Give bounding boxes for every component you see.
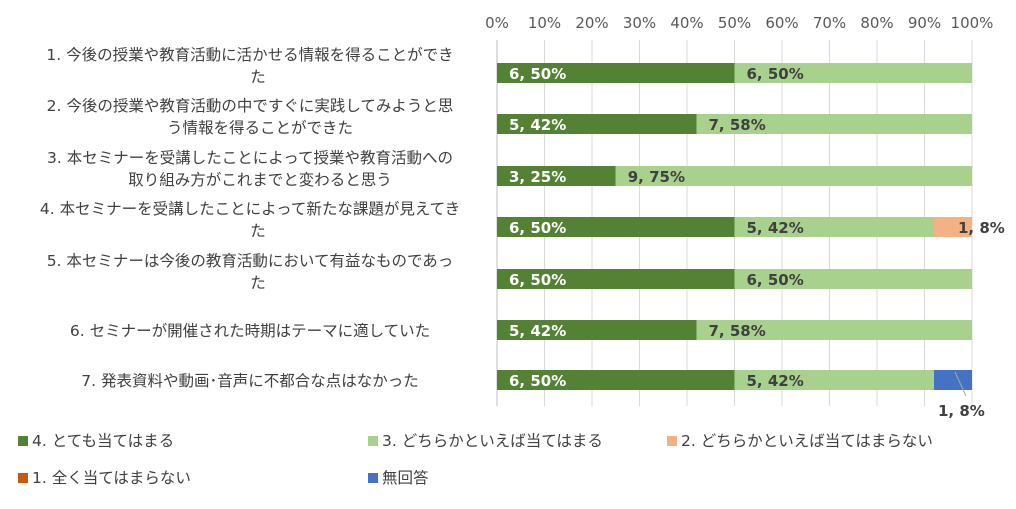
legend-swatch — [667, 436, 677, 446]
x-tick-label: 40% — [670, 14, 703, 32]
data-label: 7, 58% — [709, 322, 766, 340]
data-label: 1, 8% — [958, 219, 1005, 237]
bar-segment — [497, 63, 735, 83]
bar-segment — [497, 320, 697, 340]
category-label: 3. 本セミナーを受講したことによって授業や教育活動への — [47, 149, 453, 167]
category-label: 7. 発表資料や動画･音声に不都合な点はなかった — [81, 372, 418, 390]
x-tick-label: 0% — [485, 14, 509, 32]
legend-swatch — [368, 473, 378, 483]
bar-segment — [734, 370, 934, 390]
data-label: 6, 50% — [747, 271, 804, 289]
category-label: 1. 今後の授業や教育活動に活かせる情報を得ることができ — [46, 46, 453, 64]
category-label: 2. 今後の授業や教育活動の中ですぐに実践してみようと思 — [47, 97, 454, 115]
legend-swatch — [18, 436, 28, 446]
data-label: 5, 42% — [509, 116, 566, 134]
category-label: う情報を得ることができた — [167, 119, 353, 137]
category-label: 5. 本セミナーは今後の教育活動において有益なものであっ — [47, 252, 454, 270]
x-tick-label: 90% — [908, 14, 941, 32]
legend-label: 無回答 — [382, 469, 429, 487]
legend-label: 2. どちらかといえば当てはまらない — [681, 432, 933, 450]
data-label: 7, 58% — [709, 116, 766, 134]
legend-label: 1. 全く当てはまらない — [32, 469, 191, 487]
bar-segment — [934, 370, 972, 390]
x-tick-label: 20% — [575, 14, 608, 32]
data-label: 5, 42% — [509, 322, 566, 340]
data-label: 1, 8% — [938, 402, 985, 420]
bar-segment — [497, 217, 735, 237]
leader-line — [954, 371, 967, 397]
x-tick-label: 80% — [860, 14, 893, 32]
legend-swatch — [18, 473, 28, 483]
bar-segment — [734, 217, 934, 237]
category-label: た — [250, 274, 266, 292]
bar-segment — [615, 166, 972, 186]
category-label: 4. 本セミナーを受講したことによって新たな課題が見えてき — [40, 200, 460, 218]
bar-segment — [934, 217, 972, 237]
bar-segment — [734, 269, 972, 289]
data-label: 6, 50% — [509, 372, 566, 390]
bar-segment — [497, 166, 616, 186]
category-label: 6. セミナーが開催された時期はテーマに適していた — [70, 322, 430, 340]
legend-label: 4. とても当てはまる — [32, 432, 174, 450]
category-label: た — [250, 222, 266, 240]
bar-segment — [734, 63, 972, 83]
data-label: 6, 50% — [509, 65, 566, 83]
data-label: 3, 25% — [509, 168, 566, 186]
x-tick-label: 50% — [718, 14, 751, 32]
bar-segment — [696, 114, 972, 134]
x-tick-label: 100% — [951, 14, 994, 32]
category-label: た — [250, 68, 266, 86]
data-label: 6, 50% — [509, 271, 566, 289]
data-label: 6, 50% — [509, 219, 566, 237]
bar-segment — [497, 269, 735, 289]
data-label: 6, 50% — [747, 65, 804, 83]
category-label: 取り組み方がこれまでと変わると思う — [128, 171, 392, 189]
legend-swatch — [368, 436, 378, 446]
bar-segment — [497, 370, 735, 390]
bar-segment — [696, 320, 972, 340]
x-tick-label: 60% — [765, 14, 798, 32]
legend-label: 3. どちらかといえば当てはまる — [382, 432, 603, 450]
data-label: 9, 75% — [628, 168, 685, 186]
x-tick-label: 10% — [528, 14, 561, 32]
x-tick-label: 70% — [813, 14, 846, 32]
data-label: 5, 42% — [747, 372, 804, 390]
data-label: 5, 42% — [747, 219, 804, 237]
bar-segment — [497, 114, 697, 134]
x-tick-label: 30% — [623, 14, 656, 32]
